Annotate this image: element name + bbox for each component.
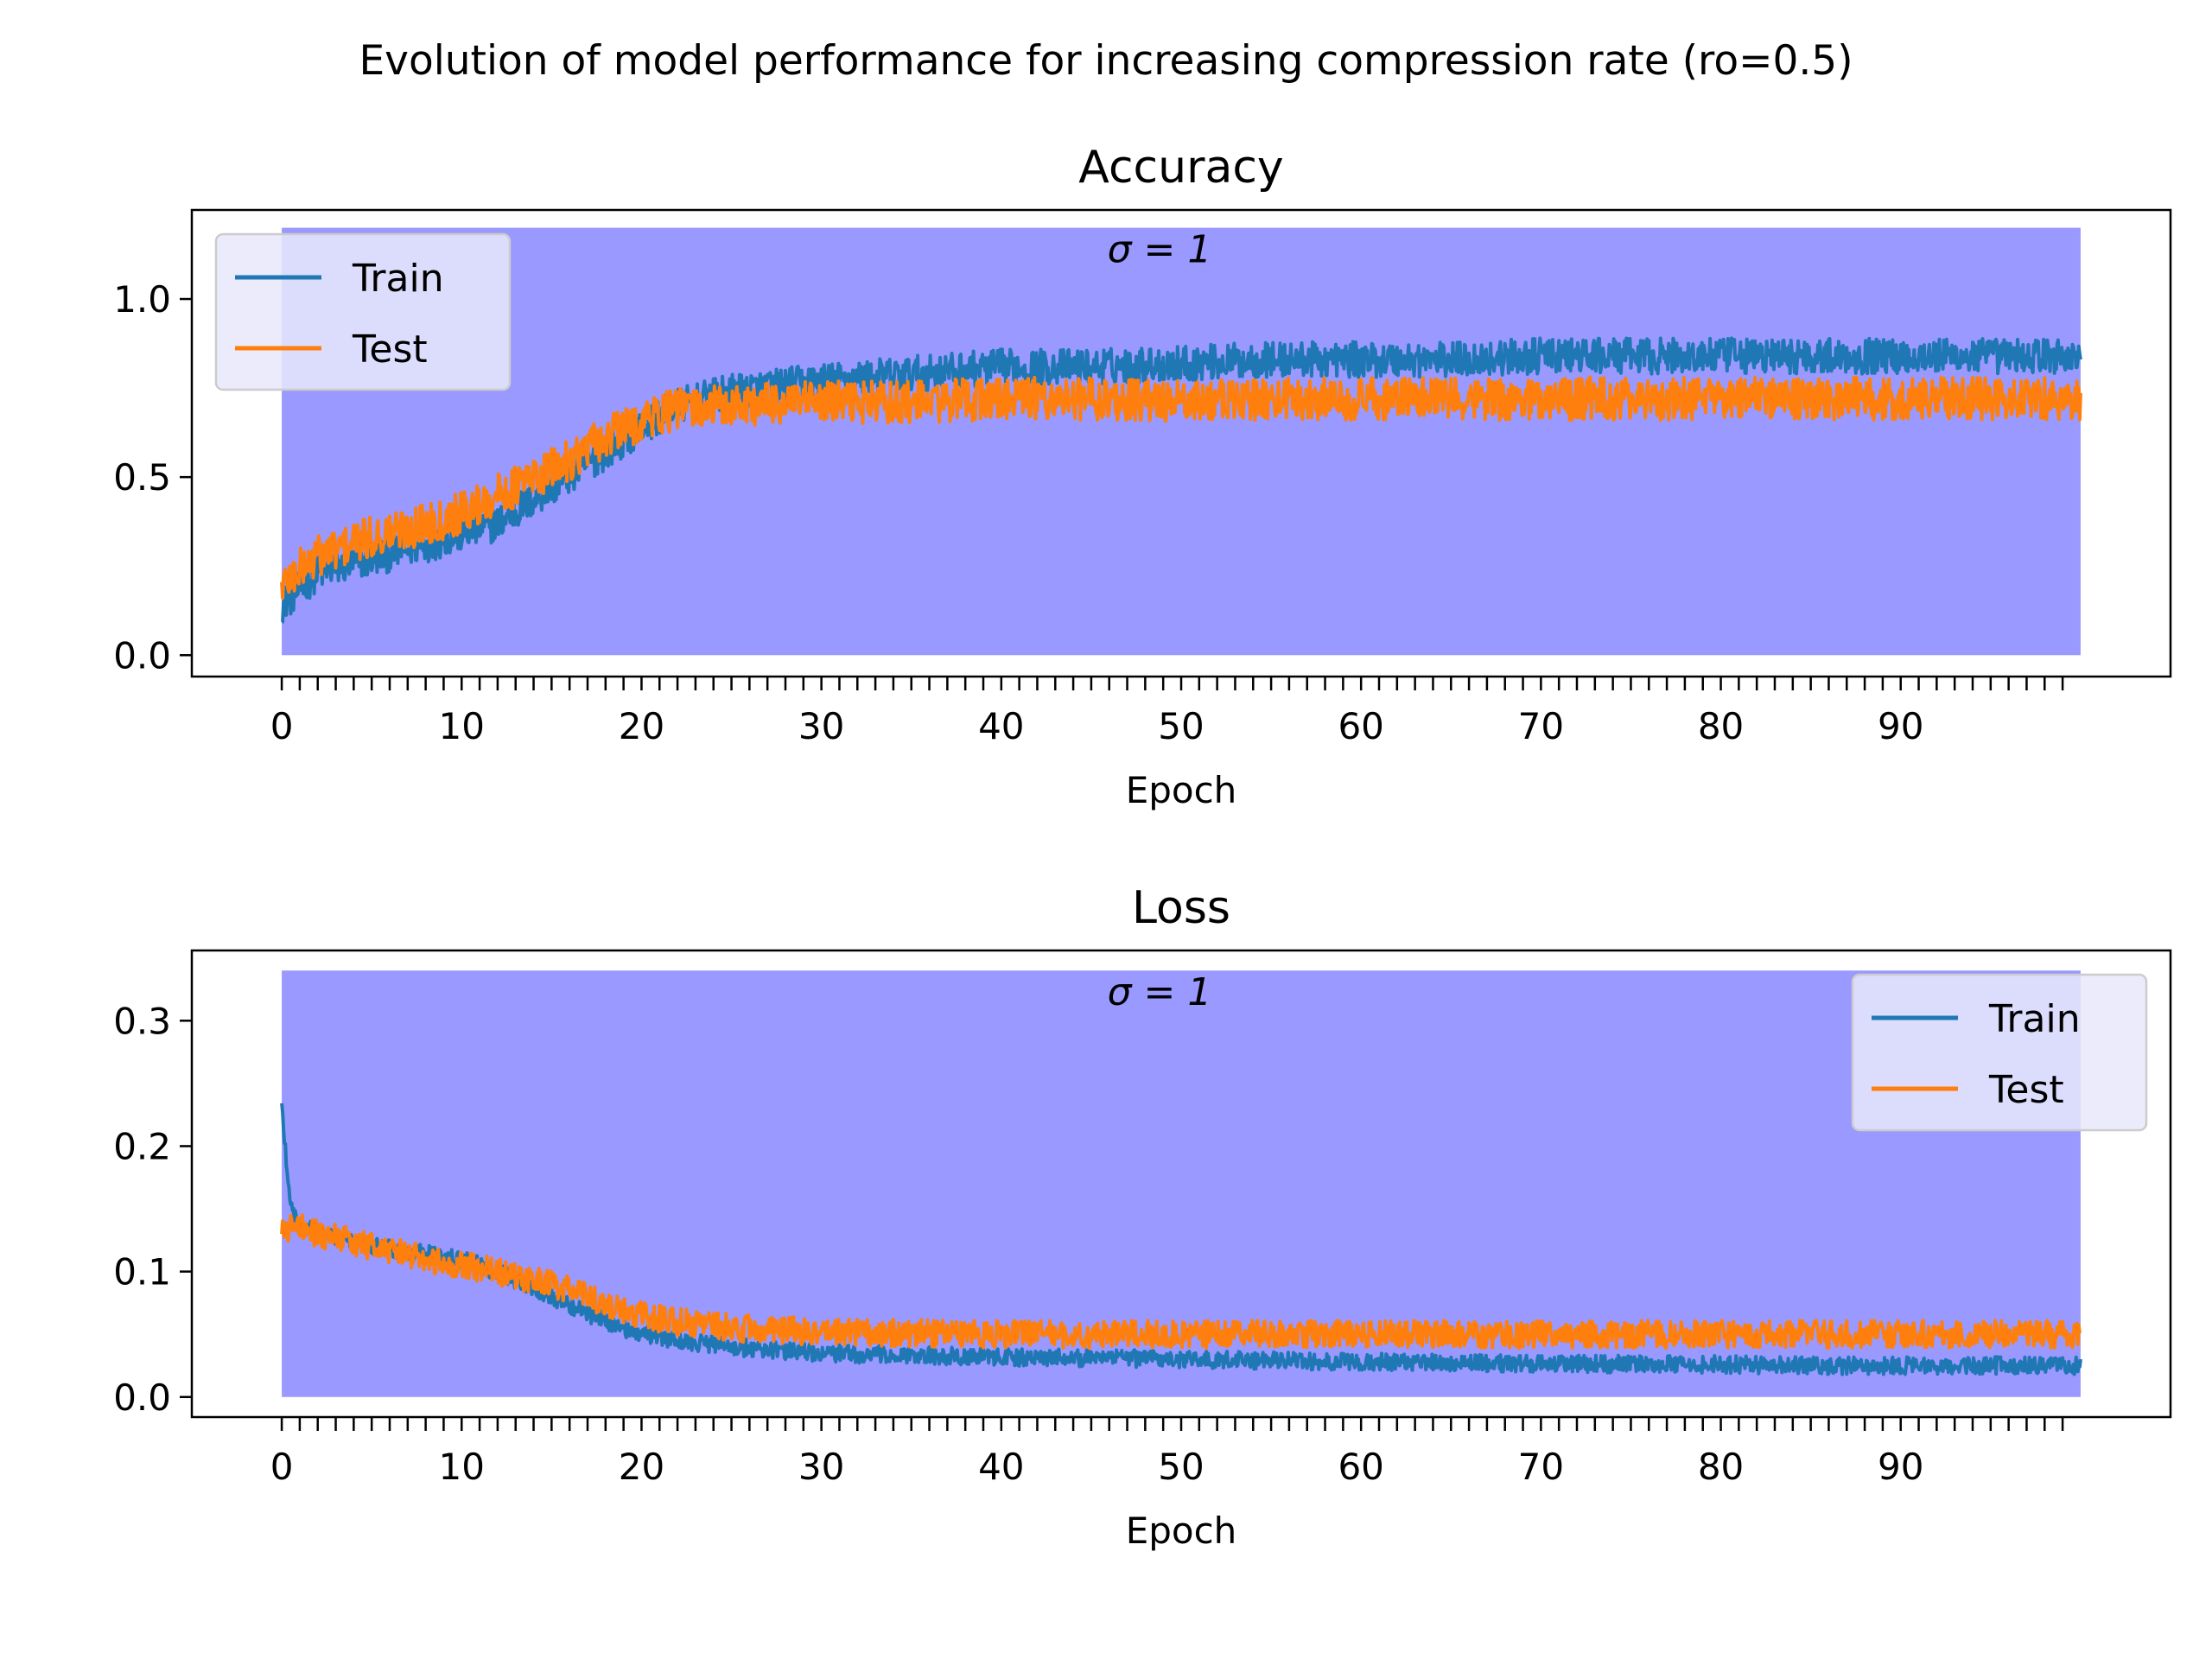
accuracy-ytick-label: 0.5 <box>113 456 171 499</box>
accuracy-xtick-label: 30 <box>798 705 844 747</box>
loss-title: Loss <box>1132 882 1230 934</box>
loss-legend: Train Test <box>1851 973 2148 1132</box>
accuracy-legend-box <box>214 232 512 391</box>
accuracy-xtick-label: 90 <box>1878 705 1923 747</box>
loss-sigma-label: σ = 1 <box>1108 970 1212 1014</box>
loss-xlabel: Epoch <box>1126 1510 1237 1552</box>
accuracy-xlabel: Epoch <box>1126 769 1237 811</box>
loss-xtick-label: 0 <box>270 1446 294 1488</box>
accuracy-legend-label-test: Test <box>352 327 428 372</box>
loss-ytick-label: 0.3 <box>113 1000 171 1042</box>
accuracy-title: Accuracy <box>1078 142 1283 194</box>
loss-ytick-label: 0.2 <box>113 1125 171 1167</box>
loss-xtick-label: 50 <box>1158 1446 1204 1488</box>
accuracy-legend-label-train: Train <box>352 257 444 301</box>
loss-xtick-label: 30 <box>798 1446 844 1488</box>
loss-xtick-label: 20 <box>619 1446 664 1488</box>
accuracy-sigma-label: σ = 1 <box>1108 228 1212 272</box>
loss-xtick-label: 60 <box>1338 1446 1383 1488</box>
loss-xtick-label: 10 <box>439 1446 485 1488</box>
loss-xtick-label: 70 <box>1518 1446 1564 1488</box>
figure-suptitle: Evolution of model performance for incre… <box>359 37 1853 85</box>
loss-xtick-label: 90 <box>1878 1446 1923 1488</box>
loss-legend-box <box>1851 973 2148 1132</box>
loss-series-train <box>280 1103 2082 1376</box>
loss-xtick-label: 40 <box>978 1446 1024 1488</box>
accuracy-xtick-label: 0 <box>270 705 294 747</box>
accuracy-xtick-label: 50 <box>1158 705 1204 747</box>
accuracy-series-test <box>280 375 2082 600</box>
loss-series-test <box>280 1213 2082 1351</box>
accuracy-xtick-label: 20 <box>619 705 664 747</box>
loss-legend-label-test: Test <box>1988 1068 2064 1112</box>
accuracy-xtick-label: 60 <box>1338 705 1383 747</box>
accuracy-xtick-label: 80 <box>1698 705 1744 747</box>
accuracy-ytick-label: 0.0 <box>113 634 171 677</box>
accuracy-xtick-label: 40 <box>978 705 1024 747</box>
accuracy-xtick-label: 10 <box>439 705 485 747</box>
accuracy-ytick-label: 1.0 <box>113 278 171 321</box>
accuracy-xtick-label: 70 <box>1518 705 1564 747</box>
loss-ytick-label: 0.0 <box>113 1376 171 1419</box>
accuracy-sigma-band <box>282 227 2081 656</box>
accuracy-panel: Accuracy σ = 1 0.0 0.5 1.0 0 10 20 30 40 50 60 70 80 9… <box>113 142 2172 811</box>
loss-legend-label-train: Train <box>1988 997 2081 1041</box>
loss-ytick-label: 0.1 <box>113 1251 171 1294</box>
accuracy-legend: Train Test <box>214 232 512 391</box>
loss-panel: Loss σ = 1 0.0 0.1 0.2 0.3 0 10 20 30 40 50 60 70 80 90… <box>113 882 2172 1552</box>
loss-xtick-label: 80 <box>1698 1446 1744 1488</box>
